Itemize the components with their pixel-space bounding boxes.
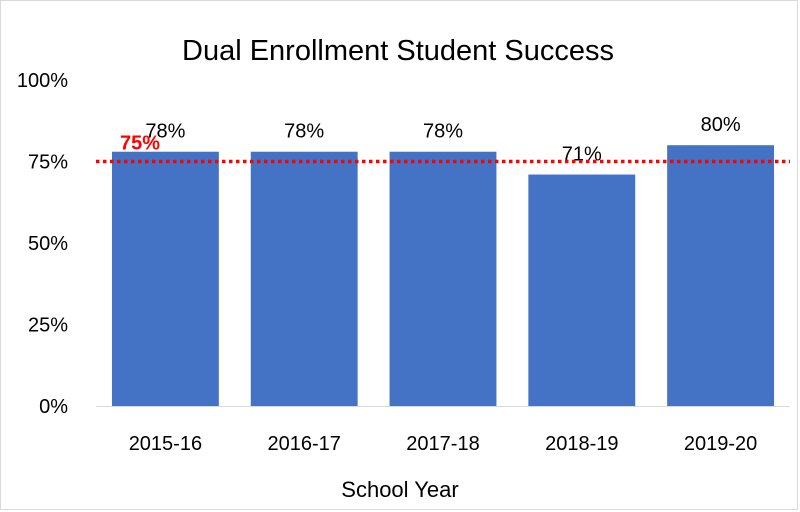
y-tick-label: 75% bbox=[28, 152, 68, 174]
bar-2019-20 bbox=[667, 145, 775, 406]
bar-2016-17 bbox=[250, 151, 358, 406]
x-axis-title: School Year bbox=[341, 477, 458, 502]
chart-title: Dual Enrollment Student Success bbox=[182, 35, 614, 67]
x-tick-label: 2019-20 bbox=[684, 433, 757, 455]
x-tick-label: 2016-17 bbox=[267, 433, 340, 455]
target-line-group: 75% bbox=[96, 133, 790, 164]
data-label: 80% bbox=[701, 114, 741, 136]
x-tick-label: 2015-16 bbox=[129, 433, 202, 455]
y-tick-label: 0% bbox=[39, 396, 68, 418]
bar-2017-18 bbox=[389, 151, 497, 406]
data-label: 78% bbox=[423, 121, 463, 143]
bar-2015-16 bbox=[111, 151, 219, 406]
y-tick-label: 25% bbox=[28, 315, 68, 337]
y-tick-label: 50% bbox=[28, 233, 68, 255]
bar-2018-19 bbox=[528, 174, 636, 406]
y-tick-label: 100% bbox=[17, 70, 68, 92]
x-axis: 2015-16 2016-17 2017-18 2018-19 2019-20 bbox=[129, 433, 758, 455]
x-tick-label: 2018-19 bbox=[545, 433, 618, 455]
data-label: 78% bbox=[145, 121, 185, 143]
data-label: 78% bbox=[284, 121, 324, 143]
x-tick-label: 2017-18 bbox=[406, 433, 479, 455]
data-labels: 78% 78% 78% 71% 80% bbox=[145, 114, 740, 165]
target-line-label: 75% bbox=[120, 133, 160, 155]
bars bbox=[111, 145, 775, 406]
y-axis: 0% 25% 50% 75% 100% bbox=[17, 70, 68, 418]
data-label: 71% bbox=[562, 144, 602, 166]
